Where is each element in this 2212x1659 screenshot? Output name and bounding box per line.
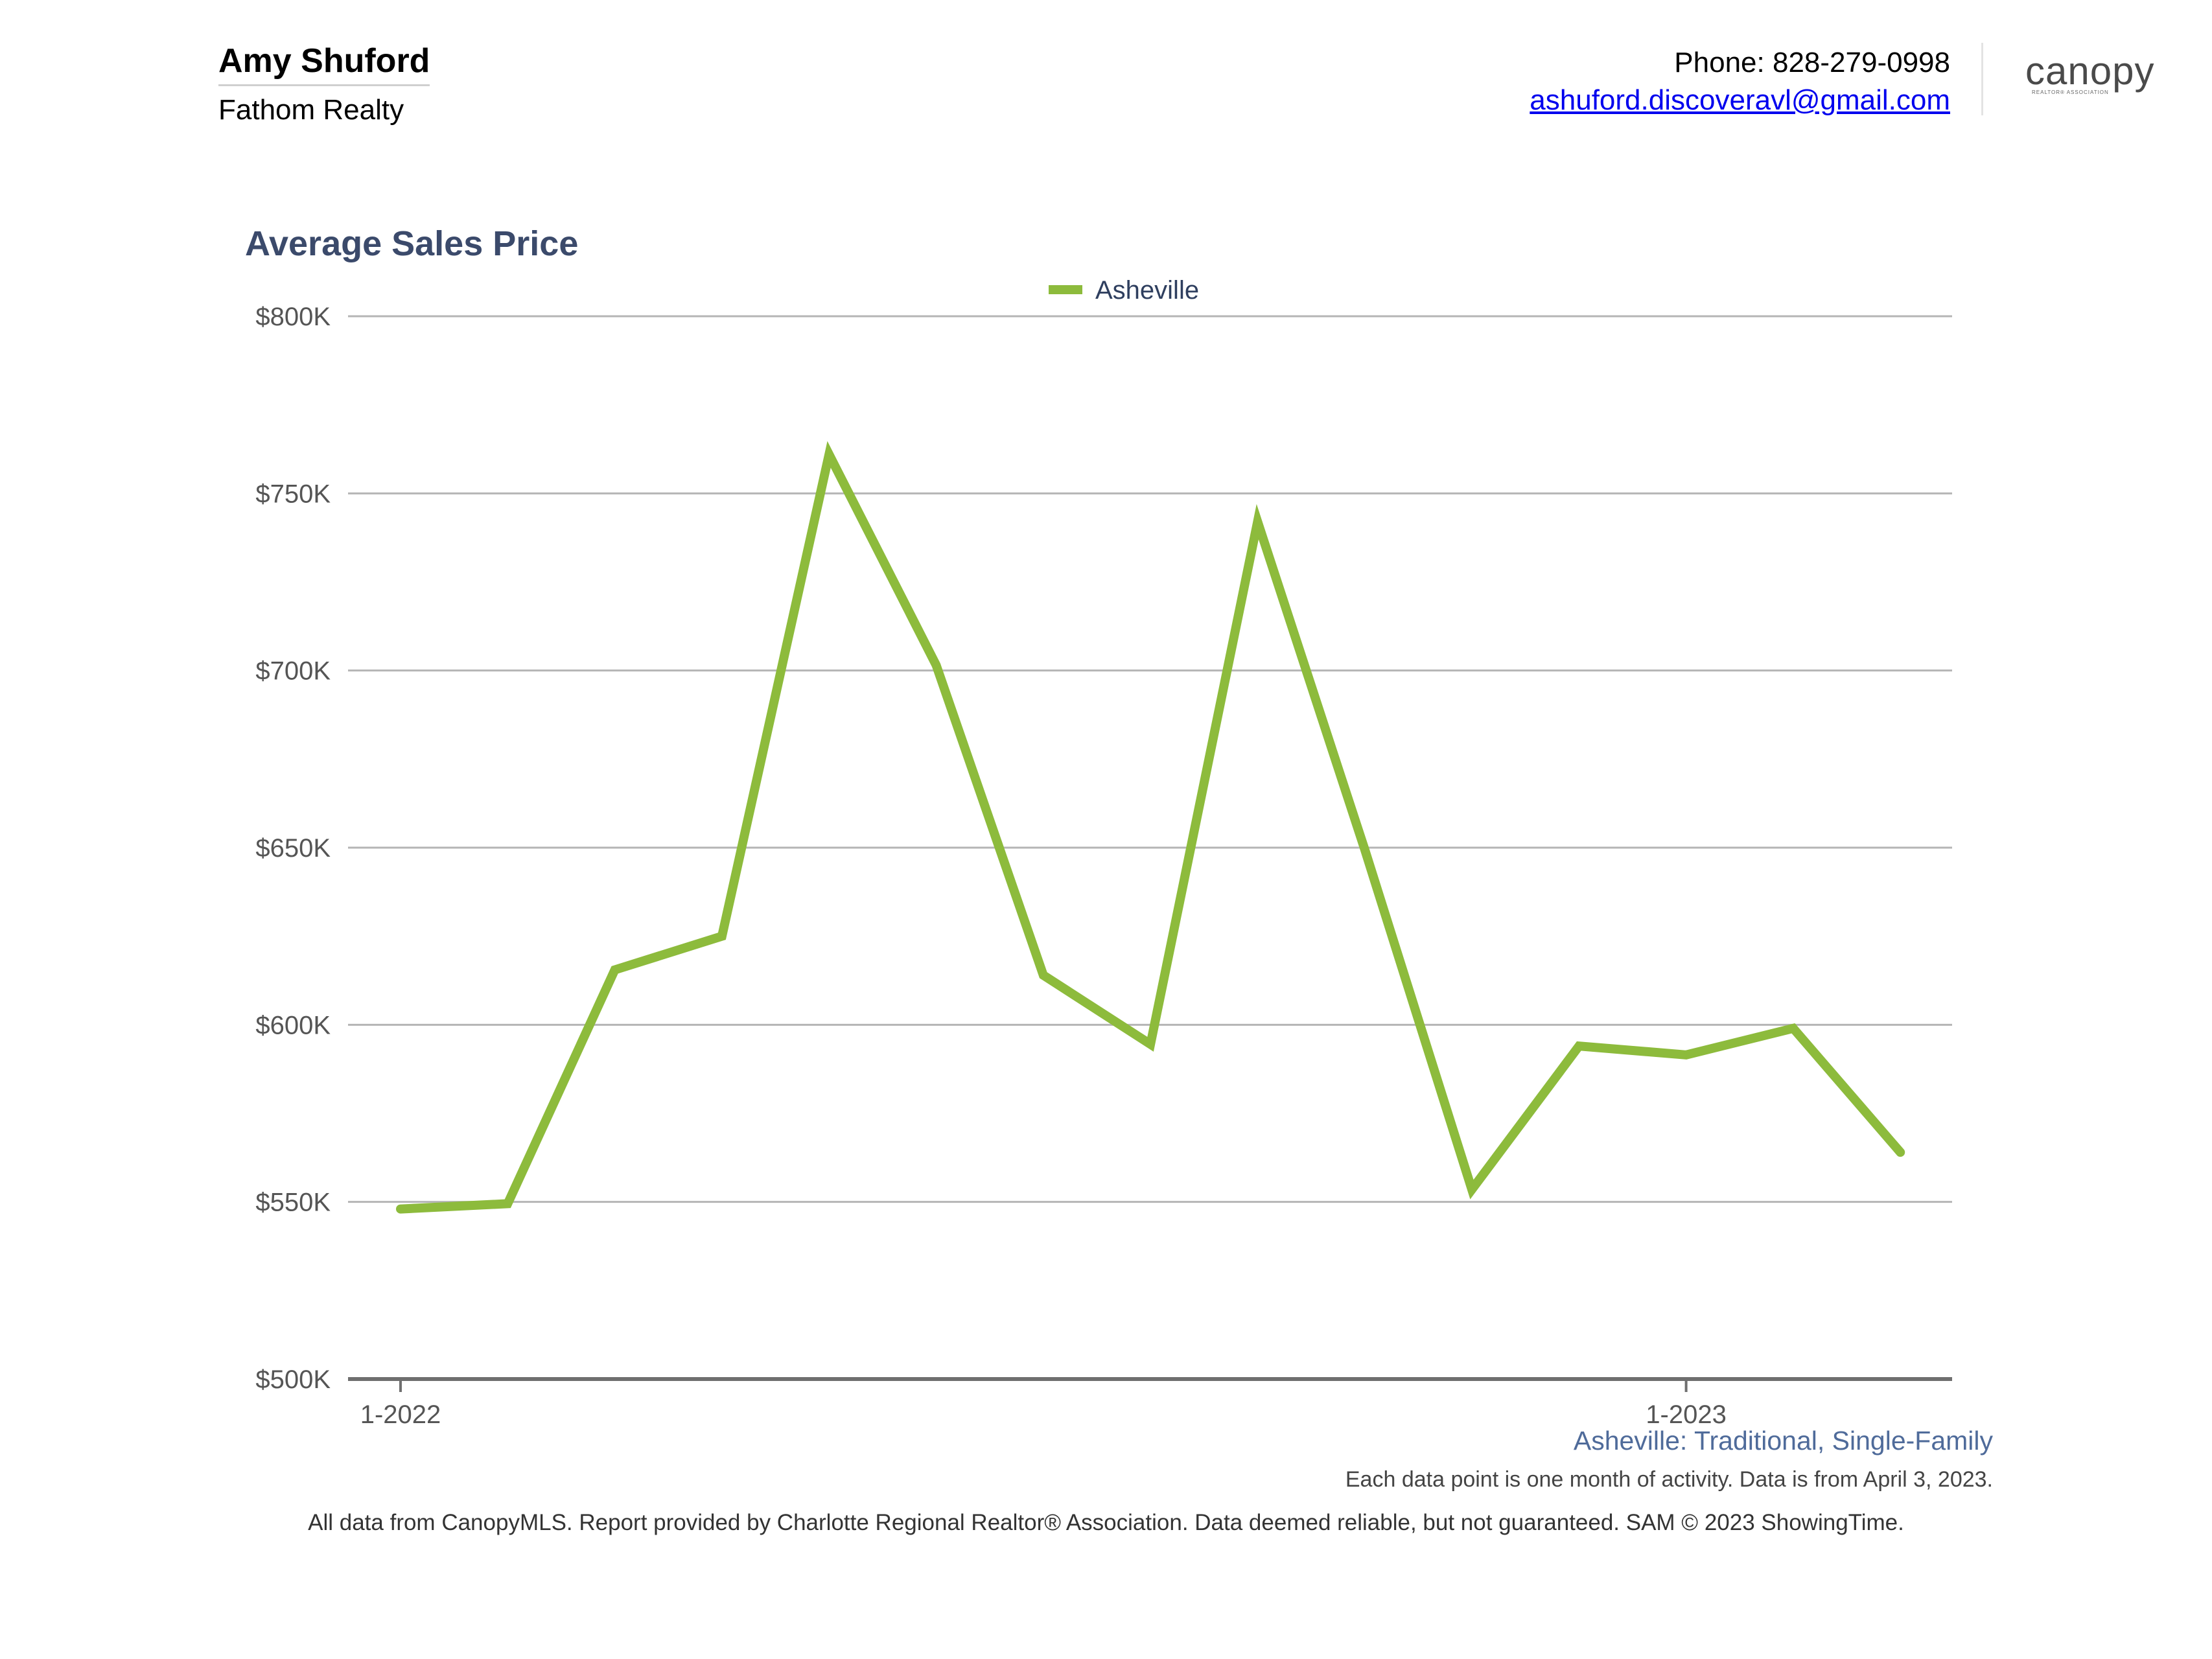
data-point	[1255, 520, 1260, 524]
logo-text: canopy	[2025, 49, 2155, 93]
series-description: Asheville: Traditional, Single-Family	[1573, 1426, 1993, 1456]
y-tick-label: $800K	[255, 303, 331, 331]
series-line-asheville	[396, 441, 1905, 1214]
data-point	[1791, 1026, 1795, 1030]
y-tick-label: $700K	[255, 657, 331, 686]
data-point	[1577, 1044, 1581, 1049]
x-tick-label: 1-2023	[1646, 1400, 1727, 1429]
legend-label: Asheville	[1095, 276, 1199, 305]
y-tick-label: $500K	[255, 1365, 331, 1394]
x-tick-label: 1-2022	[360, 1400, 441, 1429]
data-point	[827, 452, 832, 457]
data-point	[934, 663, 938, 667]
data-point	[506, 1201, 510, 1206]
data-point	[612, 968, 617, 972]
canopy-logo: canopy REALTOR® ASSOCIATION	[2025, 52, 2168, 97]
data-point	[1362, 847, 1367, 852]
data-point	[1684, 1052, 1688, 1057]
agent-email-link[interactable]: ashuford.discoveravl@gmail.com	[1530, 84, 1950, 116]
agent-name: Amy Shuford	[218, 41, 430, 86]
y-tick-label: $650K	[255, 834, 331, 863]
data-point	[1148, 1042, 1153, 1047]
agent-phone: Phone: 828-279-0998	[1674, 47, 1950, 78]
data-point	[1898, 1150, 1903, 1155]
data-note: Each data point is one month of activity…	[1345, 1467, 1993, 1492]
agent-company: Fathom Realty	[218, 94, 404, 126]
line-chart: $500K $550K $600K $650K $700K $750K $800K 1-202…	[255, 276, 1952, 1429]
y-tick-label: $750K	[255, 480, 331, 508]
y-tick-label: $600K	[255, 1011, 331, 1039]
chart-title: Average Sales Price	[245, 224, 579, 263]
y-tick-label: $550K	[255, 1189, 331, 1217]
header-divider	[1981, 43, 1983, 115]
data-point	[719, 934, 724, 938]
logo-subtext: REALTOR® ASSOCIATION	[2032, 89, 2109, 95]
data-point	[1470, 1187, 1474, 1192]
data-point	[399, 1207, 402, 1211]
footer-disclaimer: All data from CanopyMLS. Report provided…	[308, 1510, 1904, 1535]
data-point	[1041, 973, 1045, 977]
